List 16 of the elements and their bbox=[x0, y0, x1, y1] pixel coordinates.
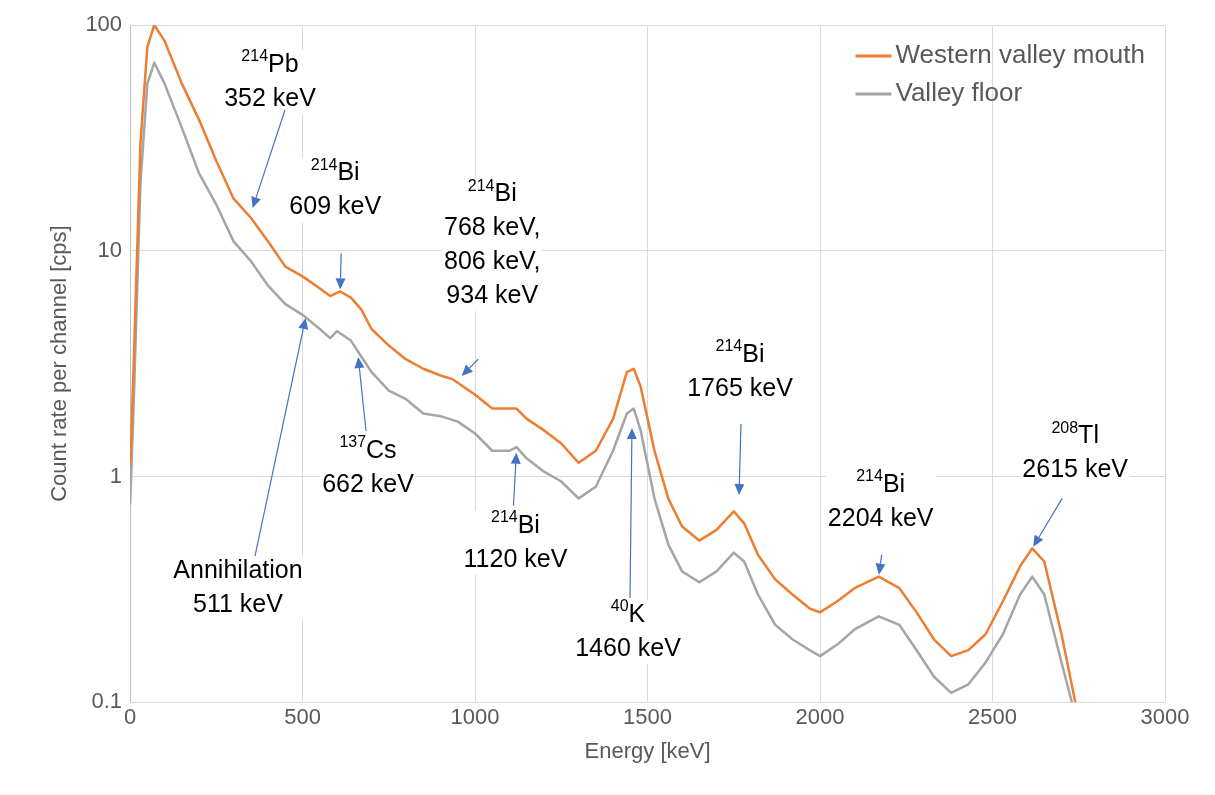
x-tick-label: 2000 bbox=[795, 704, 845, 730]
x-axis-title: Energy [keV] bbox=[584, 737, 711, 763]
x-tick-label: 500 bbox=[284, 704, 321, 730]
y-tick-label: 100 bbox=[85, 11, 123, 37]
y-axis-title: Count rate per channel [cps] bbox=[46, 225, 72, 502]
y-tick-label: 10 bbox=[97, 236, 123, 262]
legend-label: Valley floor bbox=[895, 77, 1023, 108]
y-tick-label: 1 bbox=[109, 462, 123, 488]
x-tick-label: 0 bbox=[123, 704, 137, 730]
x-tick-label: 1500 bbox=[623, 704, 673, 730]
y-tick-label: 0.1 bbox=[91, 688, 123, 714]
legend-label: Western valley mouth bbox=[895, 39, 1145, 70]
x-tick-label: 1000 bbox=[450, 704, 500, 730]
x-tick-label: 3000 bbox=[1140, 704, 1190, 730]
annotation: Annihilation 511 keV bbox=[173, 554, 303, 617]
x-tick-label: 2500 bbox=[968, 704, 1017, 730]
